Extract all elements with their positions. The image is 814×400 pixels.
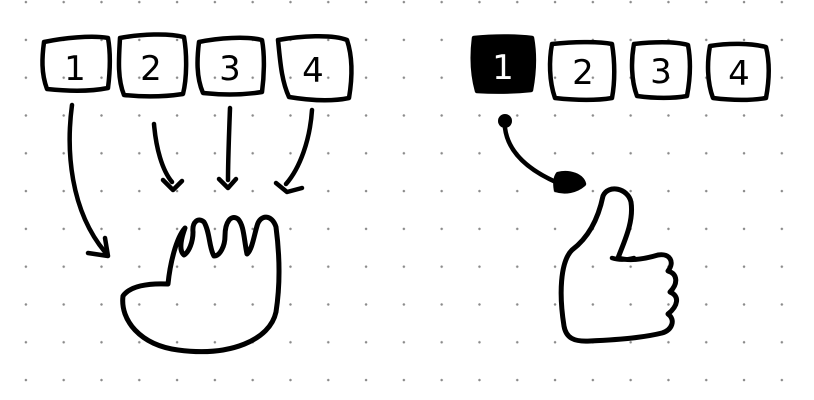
left-key-2-label: 2 <box>140 49 162 89</box>
left-key-2: 2 <box>116 32 189 99</box>
right-key-3: 3 <box>629 40 693 101</box>
open-hand-icon <box>120 214 282 355</box>
arrow-key-3-to-hand <box>216 105 239 191</box>
thumbs-up-icon <box>558 186 679 344</box>
arrow-key-1-to-hand <box>67 102 111 259</box>
arrow-key-1-to-thumb <box>498 114 587 194</box>
left-key-3: 3 <box>195 35 267 97</box>
left-key-4-label: 4 <box>302 51 324 91</box>
left-key-1-label: 1 <box>64 49 86 89</box>
right-key-2: 2 <box>547 39 617 103</box>
right-key-3-label: 3 <box>650 52 672 92</box>
right-key-2-label: 2 <box>572 53 594 93</box>
arrow-key-2-to-hand <box>151 121 185 193</box>
left-key-3-label: 3 <box>219 49 241 89</box>
right-key-4-label: 4 <box>728 54 750 94</box>
right-key-1-highlighted: 1 <box>470 34 537 94</box>
left-key-1: 1 <box>40 34 113 93</box>
right-key-1-label: 1 <box>492 48 514 88</box>
right-key-4: 4 <box>705 41 771 103</box>
arrow-key-4-to-hand <box>273 107 315 195</box>
left-key-4: 4 <box>275 33 354 103</box>
